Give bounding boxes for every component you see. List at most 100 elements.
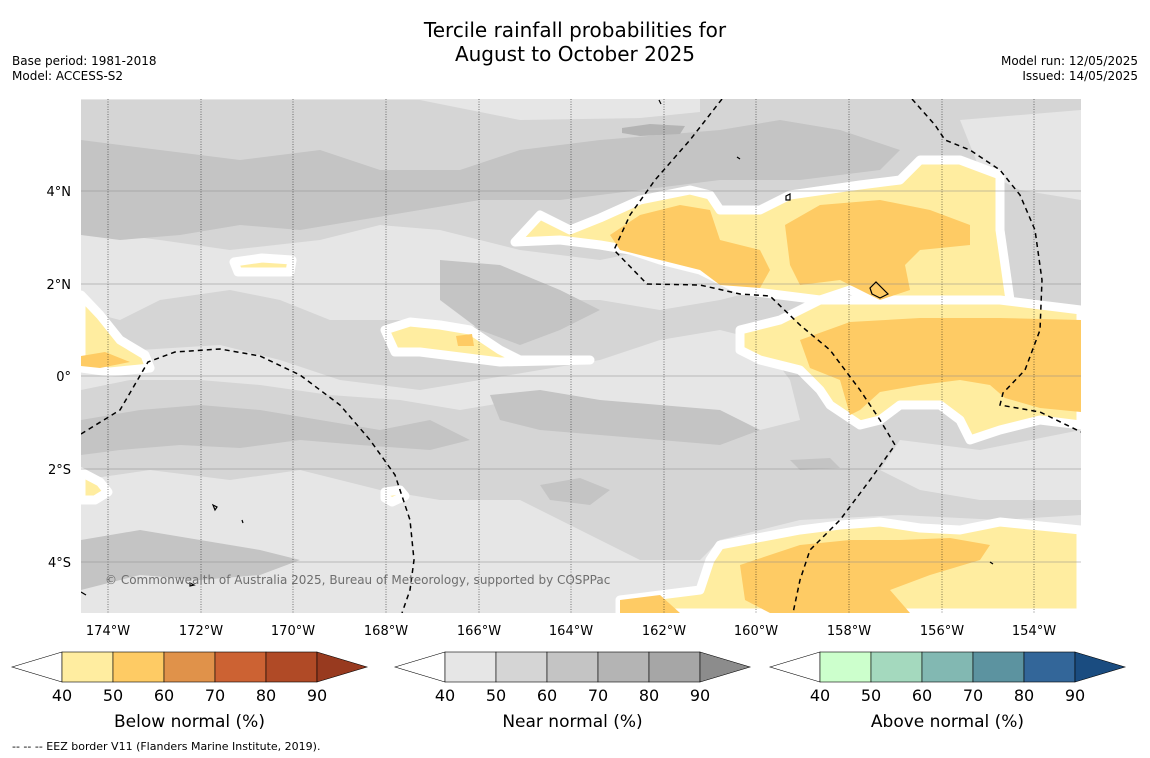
below-normal-mid-region (610, 205, 770, 288)
lat-label: 0° (56, 370, 71, 385)
lon-label: 154°W (1012, 624, 1056, 639)
colorbar-0: 40 50 60 70 80 90 Below normal (%) (10, 651, 369, 732)
colorbar-segment (265, 651, 318, 683)
near-normal-light-region (81, 225, 760, 330)
near-normal-dark-region (440, 260, 600, 345)
colorbar-tick-label: 80 (1014, 686, 1034, 705)
colorbar-legends: 40 50 60 70 80 90 Below normal (%) 40 50 60 70 80 90… (10, 651, 1127, 732)
title-line-1: Tercile rainfall probabilities for (423, 18, 727, 42)
colorbar-tick-label: 70 (963, 686, 983, 705)
eez-border-east (911, 99, 1081, 433)
title-line-2: August to October 2025 (454, 42, 696, 66)
lat-label: 4°S (48, 556, 71, 571)
model-name: Model: ACCESS-S2 (12, 69, 124, 83)
islands (81, 99, 994, 596)
near-normal-light-region (960, 110, 1081, 200)
colorbar-1: 40 50 60 70 80 90 Near normal (%) (393, 651, 752, 732)
colorbar-2: 40 50 60 70 80 90 Above normal (%) (768, 651, 1127, 732)
colorbar-title: Above normal (%) (871, 712, 1024, 732)
near-normal-dark-region (81, 120, 900, 240)
near-normal-light-region (880, 430, 1081, 500)
map-title: Tercile rainfall probabilities for Augus… (0, 18, 1150, 66)
below-normal-mid-regions (81, 200, 1081, 613)
colorbar-tick-label: 40 (435, 686, 455, 705)
eez-border-central (613, 99, 896, 613)
colorbar-min-extension (10, 651, 63, 683)
below-normal-mid-region (456, 334, 474, 346)
lon-label: 174°W (86, 624, 130, 639)
colorbar-min-extension (768, 651, 821, 683)
below-normal-mid-region (81, 352, 130, 368)
colorbar-tick-label: 80 (639, 686, 659, 705)
latitude-labels: 4°N 2°N 0° 2°S 4°S (47, 185, 72, 571)
colorbar-segment (648, 651, 701, 683)
colorbar-tick-label: 90 (307, 686, 327, 705)
near-normal-light-region (81, 99, 700, 120)
colorbar-tick-label: 60 (912, 686, 932, 705)
lon-label: 166°W (457, 624, 501, 639)
island-icon (241, 519, 244, 524)
lat-label: 2°N (47, 278, 72, 293)
island-icon (989, 561, 994, 565)
colorbar-tick-label: 70 (205, 686, 225, 705)
model-run: Model run: 12/05/2025 (1000, 54, 1138, 68)
colorbar-max-extension (699, 651, 752, 683)
colorbar-segment (112, 651, 165, 683)
colorbar-segment (972, 651, 1025, 683)
colorbar-segment (444, 651, 497, 683)
island-icon (785, 193, 791, 201)
colorbar-tick-label: 50 (861, 686, 881, 705)
lon-label: 164°W (549, 624, 593, 639)
below-normal-mid-region (785, 200, 970, 300)
near-normal-dark-region (790, 458, 840, 470)
below-normal-region-small (380, 485, 410, 507)
eez-borders (81, 99, 1081, 613)
base-period: Base period: 1981-2018 (12, 54, 157, 68)
colorbar-tick-label: 40 (52, 686, 72, 705)
lon-label: 168°W (364, 624, 408, 639)
colorbar-segment (870, 651, 923, 683)
colorbar-segment (819, 651, 872, 683)
colorbar-max-extension (1074, 651, 1127, 683)
colorbar-tick-label: 50 (103, 686, 123, 705)
lat-label: 4°N (47, 185, 72, 200)
colorbar-title: Below normal (%) (114, 712, 265, 732)
colorbar-tick-label: 60 (537, 686, 557, 705)
lon-label: 156°W (920, 624, 964, 639)
near-normal-dark-region (622, 124, 685, 136)
issued-date: Issued: 14/05/2025 (1022, 69, 1138, 83)
colorbar-tick-label: 60 (154, 686, 174, 705)
colorbar-tick-label: 90 (690, 686, 710, 705)
below-normal-region-southwest (81, 467, 113, 505)
latitude-grid (81, 190, 1081, 563)
island-icon (736, 156, 741, 160)
near-normal-dark-region (540, 478, 610, 505)
lon-label: 162°W (642, 624, 686, 639)
colorbar-segment (495, 651, 548, 683)
colorbar-segment (1023, 651, 1076, 683)
island-icon (189, 582, 196, 587)
colorbar-segment (61, 651, 114, 683)
island-icon (211, 503, 218, 512)
lon-label: 170°W (271, 624, 315, 639)
lon-label: 172°W (179, 624, 223, 639)
colorbar-tick-label: 90 (1065, 686, 1085, 705)
eez-border-west (81, 348, 415, 613)
island-icon (658, 99, 662, 105)
colorbar-tick-label: 80 (256, 686, 276, 705)
map-plot-area: © Commonwealth of Australia 2025, Bureau… (81, 99, 1081, 613)
meta-right: Model run: 12/05/2025 Issued: 14/05/2025 (1001, 54, 1138, 84)
colorbar-title: Near normal (%) (502, 712, 642, 732)
near-normal-dark-region (490, 390, 760, 445)
colorbar-segment (597, 651, 650, 683)
colorbar-segment (163, 651, 216, 683)
near-normal-dark-region (81, 530, 300, 590)
below-normal-mid-region (620, 595, 680, 613)
below-normal-region-central-equator (380, 317, 595, 367)
colorbar-max-extension (316, 651, 369, 683)
below-normal-mid-region (740, 538, 990, 613)
below-normal-mid-region (800, 318, 1081, 415)
copyright-notice: © Commonwealth of Australia 2025, Bureau… (105, 573, 610, 587)
colorbar-tick-label: 70 (588, 686, 608, 705)
